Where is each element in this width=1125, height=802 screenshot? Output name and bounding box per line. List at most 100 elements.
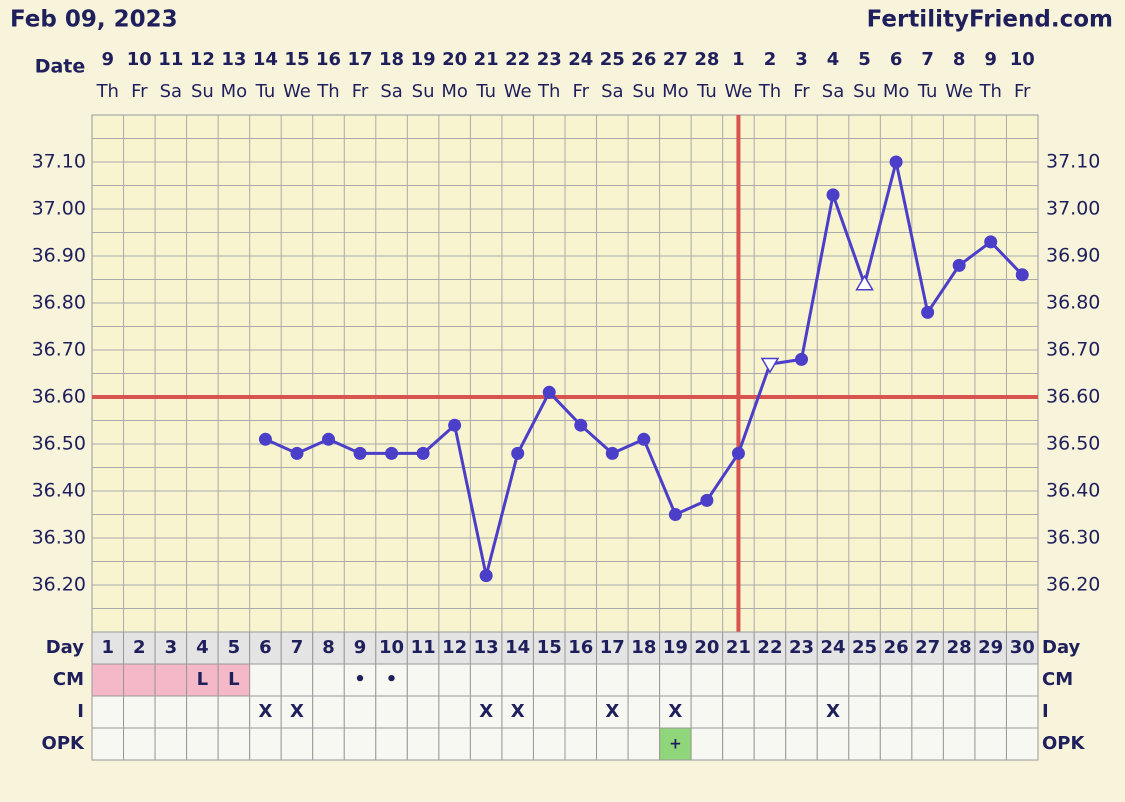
cm-cell: •	[354, 669, 366, 690]
intercourse-cell: X	[290, 701, 304, 722]
cell	[249, 631, 282, 665]
cell	[438, 695, 471, 729]
cell	[280, 663, 314, 697]
intercourse-cell: X	[479, 701, 493, 722]
temp-point	[700, 493, 714, 507]
temp-point	[511, 446, 525, 460]
temp-point-open	[760, 357, 780, 374]
categories-cell: 17	[600, 637, 625, 658]
weekday: Fr	[352, 81, 369, 102]
cell	[469, 663, 503, 697]
y2-tick-label: 36.90	[1046, 245, 1100, 267]
temp-point	[731, 446, 745, 460]
cell	[532, 727, 566, 761]
y2-tick-label: 37.10	[1046, 151, 1100, 173]
cell	[469, 695, 503, 729]
cell	[217, 727, 251, 761]
date: 2	[764, 49, 777, 70]
weekday: We	[283, 81, 311, 102]
date: 5	[858, 49, 871, 70]
y-tick-label: 36.80	[32, 292, 86, 314]
cell	[974, 663, 1007, 697]
cell	[280, 631, 314, 665]
cell	[564, 631, 598, 665]
weekday: Th	[978, 81, 1001, 102]
y-tick-label: 36.90	[32, 245, 86, 267]
opk-cell: +	[669, 735, 682, 753]
weekday: Sa	[601, 81, 623, 102]
categories-cell: 19	[663, 637, 688, 658]
categories-cell: 11	[411, 637, 436, 658]
cell	[785, 727, 818, 761]
cell	[438, 663, 471, 697]
weekday: Mo	[441, 81, 468, 102]
site-name: FertilityFriend.com	[867, 7, 1113, 33]
cell	[154, 631, 188, 665]
cell	[911, 695, 944, 729]
cell	[879, 663, 913, 697]
weekday: Mo	[883, 81, 910, 102]
y-tick-label: 36.60	[32, 386, 86, 408]
cell	[690, 727, 724, 761]
cell	[627, 695, 661, 729]
cell	[249, 727, 282, 761]
cell	[312, 631, 345, 665]
cell	[280, 727, 314, 761]
categories-cell: 20	[694, 637, 719, 658]
cell	[375, 727, 408, 761]
cell	[312, 695, 345, 729]
cell	[911, 727, 944, 761]
cell	[312, 727, 345, 761]
date: 6	[890, 49, 903, 70]
categories-cell: 3	[165, 637, 178, 658]
weekday: We	[945, 81, 973, 102]
y2-tick-label: 36.70	[1046, 339, 1100, 361]
categories-cell: 4	[196, 637, 209, 658]
cell	[469, 727, 503, 761]
date: 10	[127, 49, 152, 70]
cell	[1005, 727, 1039, 761]
categories-cell: 6	[259, 637, 272, 658]
temp-point	[952, 258, 966, 272]
categories-cell: 22	[757, 637, 782, 658]
weekday: Su	[412, 81, 435, 102]
categories-cell: 24	[821, 637, 846, 658]
date: 12	[190, 49, 215, 70]
weekday: Mo	[221, 81, 248, 102]
date: 26	[631, 49, 656, 70]
cell	[816, 727, 850, 761]
categories-cell: 16	[568, 637, 593, 658]
date: 24	[568, 49, 593, 70]
cell	[753, 663, 787, 697]
cell	[123, 727, 156, 761]
cell	[406, 663, 440, 697]
cell	[343, 695, 377, 729]
cell	[532, 631, 566, 665]
cell	[217, 663, 251, 697]
date: 27	[663, 49, 688, 70]
categories-cell: 8	[322, 637, 335, 658]
categories-cell: 15	[537, 637, 562, 658]
intercourse-cell: X	[511, 701, 525, 722]
date-label: Date	[35, 56, 86, 78]
cell	[690, 695, 724, 729]
cell	[659, 695, 692, 729]
weekday: Tu	[696, 81, 717, 102]
temp-point	[385, 446, 399, 460]
cell	[123, 631, 156, 665]
cell	[659, 727, 692, 761]
date: 11	[158, 49, 183, 70]
cell	[848, 663, 881, 697]
cell	[596, 695, 629, 729]
intercourse-cell: X	[258, 701, 272, 722]
cm-cell: •	[386, 669, 398, 690]
weekday: Fr	[793, 81, 810, 102]
weekday: Su	[632, 81, 655, 102]
date: 18	[379, 49, 404, 70]
cell	[154, 727, 188, 761]
cell	[406, 695, 440, 729]
temp-point	[290, 446, 304, 460]
y-tick-label: 36.20	[32, 574, 86, 596]
cell	[753, 727, 787, 761]
